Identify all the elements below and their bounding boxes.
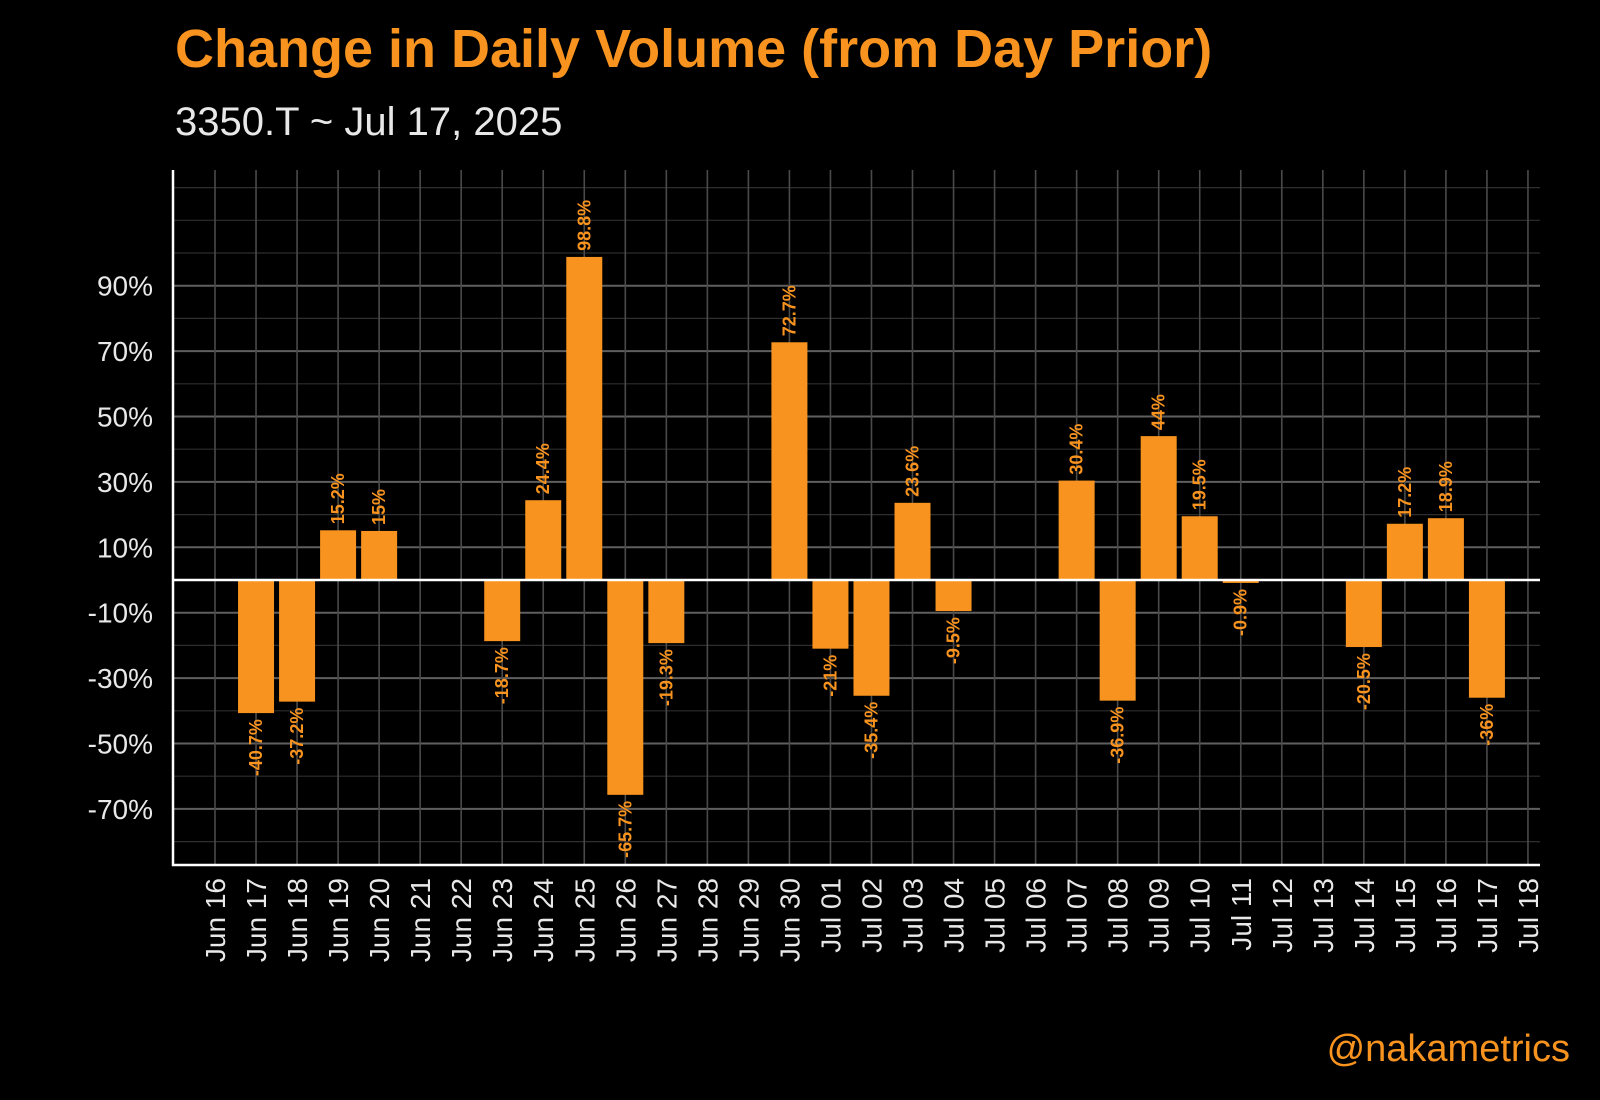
y-tick-label: -10% (88, 598, 153, 629)
bar-jun-27 (648, 580, 685, 644)
data-label: 15.2% (328, 473, 348, 524)
bar-jun-17 (238, 580, 275, 714)
x-tick-label: Jul 02 (856, 878, 887, 953)
bar-jun-20 (361, 530, 398, 580)
chart-title: Change in Daily Volume (from Day Prior) (175, 19, 1213, 79)
x-tick-label: Jul 01 (815, 878, 846, 953)
data-label: -35.4% (861, 702, 881, 759)
data-label: -20.5% (1354, 653, 1374, 710)
x-tick-label: Jul 09 (1144, 878, 1175, 953)
y-tick-label: 90% (97, 271, 153, 302)
x-tick-label: Jul 08 (1103, 878, 1134, 953)
y-tick-label: 50% (97, 402, 153, 433)
data-label: -36.9% (1108, 707, 1128, 764)
bar-jul-03 (894, 502, 931, 580)
credit-handle: @nakametrics (1326, 1028, 1570, 1070)
bar-jun-24 (525, 500, 562, 580)
bar-jun-25 (566, 256, 603, 580)
data-label: 18.9% (1436, 461, 1456, 512)
data-label: 30.4% (1067, 424, 1087, 475)
x-tick-label: Jul 11 (1226, 878, 1257, 951)
x-tick-labels: Jun 16 Jun 17 Jun 18 Jun 19 Jun 20 Jun 21 Jun … (200, 878, 1544, 962)
x-tick-label: Jun 25 (569, 878, 600, 962)
x-tick-label: Jun 23 (487, 878, 518, 962)
y-tick-label: -30% (88, 663, 153, 694)
y-tick-label: 70% (97, 336, 153, 367)
data-label: 44% (1149, 394, 1169, 430)
x-tick-label: Jul 10 (1185, 878, 1216, 953)
data-label: -21% (820, 655, 840, 697)
x-tick-label: Jun 16 (200, 878, 231, 962)
x-tick-label: Jun 27 (651, 878, 682, 962)
x-tick-label: Jul 05 (980, 878, 1011, 953)
x-tick-label: Jul 14 (1349, 878, 1380, 953)
x-tick-label: Jul 13 (1308, 878, 1339, 953)
data-label: 24.4% (533, 443, 553, 494)
data-label: -19.3% (656, 649, 676, 706)
bar-jul-01 (812, 580, 849, 649)
bar-jun-30 (771, 342, 808, 580)
bar-jul-16 (1427, 518, 1464, 580)
x-tick-label: Jun 26 (610, 878, 641, 962)
data-labels: -40.7% -37.2% 15.2% 15% -18.7% 24.4% 98.8% -65.… (246, 200, 1497, 858)
x-tick-label: Jun 20 (364, 878, 395, 962)
bar-jul-09 (1140, 436, 1177, 580)
axes (171, 170, 1540, 867)
bar-jul-04 (935, 580, 972, 612)
data-label: -37.2% (287, 708, 307, 765)
x-tick-label: Jul 06 (1021, 878, 1052, 953)
x-tick-label: Jul 03 (898, 878, 929, 953)
data-label: 17.2% (1395, 467, 1415, 518)
bar-jun-18 (279, 580, 316, 702)
x-tick-label: Jul 17 (1472, 878, 1503, 953)
data-label: -65.7% (615, 801, 635, 858)
bar-jun-19 (320, 530, 357, 580)
x-tick-label: Jul 12 (1267, 878, 1298, 953)
data-label: -36% (1477, 704, 1497, 746)
x-tick-label: Jul 18 (1513, 878, 1544, 953)
x-tick-label: Jul 07 (1062, 878, 1093, 953)
chart-subtitle: 3350.T ~ Jul 17, 2025 (175, 100, 563, 144)
bar-jul-17 (1468, 580, 1505, 698)
y-tick-labels: 90% 70% 50% 30% 10% -10% -30% -50% -70% (88, 271, 153, 825)
x-tick-label: Jul 15 (1390, 878, 1421, 953)
x-tick-label: Jun 28 (692, 878, 723, 962)
bar-jul-10 (1181, 516, 1218, 580)
x-tick-label: Jul 16 (1431, 878, 1462, 953)
data-label: 15% (369, 489, 389, 525)
y-tick-label: 10% (97, 532, 153, 563)
y-tick-label: -50% (88, 729, 153, 760)
data-label: -40.7% (246, 719, 266, 776)
y-tick-label: -70% (88, 794, 153, 825)
data-label: 23.6% (903, 446, 923, 497)
bar-jul-02 (853, 580, 890, 696)
bar-jul-11 (1222, 580, 1259, 583)
data-label: -0.9% (1231, 589, 1251, 636)
y-tick-label: 30% (97, 467, 153, 498)
bars (238, 256, 1505, 795)
bar-jun-23 (484, 580, 521, 642)
data-label: -9.5% (944, 617, 964, 664)
x-tick-label: Jun 22 (446, 878, 477, 962)
data-label: 72.7% (779, 285, 799, 336)
x-tick-label: Jun 21 (405, 878, 436, 962)
bar-jul-07 (1058, 480, 1095, 580)
x-tick-label: Jun 18 (282, 878, 313, 962)
bar-jul-15 (1386, 523, 1423, 580)
bar-jul-08 (1099, 580, 1136, 701)
x-tick-label: Jul 04 (939, 878, 970, 953)
data-label: -18.7% (492, 647, 512, 704)
bar-jul-14 (1345, 580, 1382, 648)
x-tick-label: Jun 24 (528, 878, 559, 962)
data-label: 19.5% (1190, 459, 1210, 510)
x-tick-label: Jun 30 (774, 878, 805, 962)
bar-jun-26 (607, 580, 644, 795)
x-tick-label: Jun 19 (323, 878, 354, 962)
x-tick-label: Jun 29 (733, 878, 764, 962)
x-tick-label: Jun 17 (241, 878, 272, 962)
data-label: 98.8% (574, 200, 594, 251)
